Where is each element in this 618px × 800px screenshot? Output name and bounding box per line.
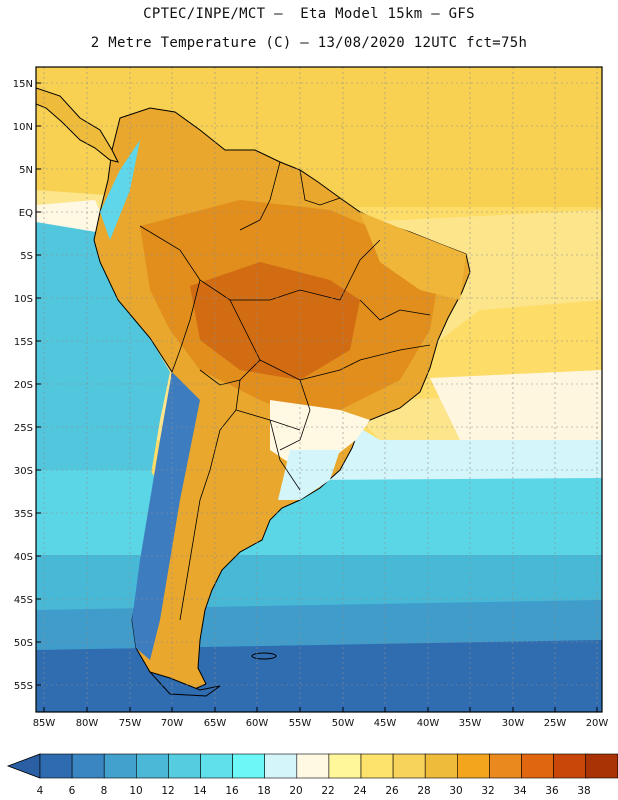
colorbar-label: 24 (353, 785, 367, 797)
colorbar-label: 26 (385, 785, 399, 797)
colorbar-low-arrow (6, 753, 41, 779)
colorbar-swatch (489, 753, 522, 779)
colorbar-swatch (200, 753, 233, 779)
colorbar-swatch (521, 753, 554, 779)
colorbar-label: 12 (161, 785, 174, 797)
colorbar-swatch (553, 753, 586, 779)
colorbar-label: 38 (577, 785, 590, 797)
land-hottest-zone (190, 262, 360, 380)
colorbar-swatch (456, 753, 490, 779)
lat-label: 5N (19, 165, 33, 176)
colorbar-label: 6 (69, 785, 76, 797)
country-borders (139, 161, 431, 621)
colorbar-swatch (136, 753, 169, 779)
lon-label: 20W (586, 718, 609, 729)
colorbar-label: 10 (129, 785, 142, 797)
lon-label: 60W (246, 718, 269, 729)
lat-label: 45S (14, 595, 33, 606)
colorbar-swatch (360, 753, 394, 779)
map-plot-area (36, 67, 602, 712)
colorbar-label: 14 (193, 785, 207, 797)
map-title: CPTEC/INPE/MCT – Eta Model 15km – GFS (143, 6, 475, 22)
colorbar-label: 30 (449, 785, 462, 797)
colorbar-swatch (232, 753, 266, 779)
north-andes-cool (100, 140, 140, 240)
colorbar-label: 22 (321, 785, 334, 797)
lon-label: 80W (76, 718, 99, 729)
andes-cold-zone (132, 372, 200, 660)
colorbar-swatch (103, 753, 137, 779)
longitude-axis: 85W 80W 75W 70W 65W 60W 55W 50W 45W 40W … (33, 718, 609, 729)
colorbar-swatch (424, 753, 458, 779)
lat-label: 40S (14, 552, 33, 563)
lat-label: 10N (13, 122, 33, 133)
lat-label: 35S (14, 509, 33, 520)
map-subtitle: 2 Metre Temperature (C) – 13/08/2020 12U… (90, 35, 528, 51)
colorbar-label: 34 (513, 785, 527, 797)
ocean-pale-band (430, 370, 602, 440)
colorbar-label: 28 (417, 785, 430, 797)
colorbar-swatch (392, 753, 426, 779)
graticule (36, 67, 602, 712)
lon-label: 25W (544, 718, 567, 729)
lon-label: 70W (161, 718, 184, 729)
colorbar-swatch (168, 753, 201, 779)
lat-label: 20S (14, 380, 33, 391)
colorbar-label: 8 (101, 785, 108, 797)
ocean-deep-band (36, 640, 602, 712)
lat-label: 10S (14, 294, 33, 305)
pacific-cool-band (36, 222, 170, 480)
lat-label: 25S (14, 423, 33, 434)
map-frame (35, 66, 603, 713)
colorbar-label: 16 (225, 785, 239, 797)
colorbar-label: 18 (257, 785, 270, 797)
lat-label: EQ (19, 208, 33, 219)
lon-label: 75W (119, 718, 142, 729)
lon-label: 85W (33, 718, 56, 729)
lat-label: 30S (14, 466, 33, 477)
ocean-light-band (290, 428, 602, 480)
lon-label: 40W (417, 718, 440, 729)
colorbar-swatch (585, 753, 618, 779)
colorbar-label: 4 (37, 785, 44, 797)
colorbar-swatch (296, 753, 330, 779)
lon-label: 55W (289, 718, 312, 729)
latitude-axis: 15N 10N 5N EQ 5S 10S 15S 20S 25S 30S 35S… (13, 79, 33, 692)
lon-label: 50W (332, 718, 355, 729)
colorbar: 4 6 8 10 12 14 16 18 20 22 24 26 28 30 3… (6, 753, 618, 797)
lon-label: 30W (502, 718, 525, 729)
land-cool-zone (278, 450, 340, 500)
lat-label: 5S (20, 251, 33, 262)
lon-label: 65W (204, 718, 227, 729)
tierra-del-fuego (148, 671, 221, 697)
lon-label: 35W (459, 718, 482, 729)
colorbar-label: 36 (545, 785, 559, 797)
land-warm-zone (360, 212, 466, 300)
lat-label: 50S (14, 638, 33, 649)
colorbar-swatch (71, 753, 105, 779)
central-america-land (36, 87, 119, 163)
falkland-islands (251, 652, 277, 660)
colorbar-swatch (328, 753, 362, 779)
colorbar-swatch (39, 753, 73, 779)
axis-ticks (36, 82, 598, 712)
lat-label: 15S (14, 337, 33, 348)
lat-label: 55S (14, 681, 33, 692)
colorbar-swatch (264, 753, 298, 779)
lon-label: 45W (374, 718, 397, 729)
colorbar-label: 32 (481, 785, 494, 797)
lat-label: 15N (13, 79, 33, 90)
colorbar-label: 20 (289, 785, 302, 797)
